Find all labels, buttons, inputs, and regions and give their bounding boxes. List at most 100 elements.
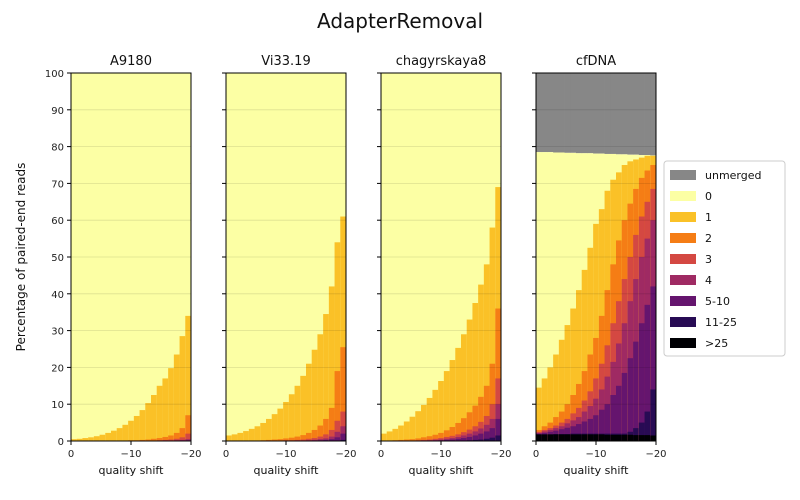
area-0-segment (328, 73, 335, 441)
area-5-10-segment (604, 404, 611, 441)
area-1-segment (76, 438, 83, 441)
area-2-segment (328, 407, 335, 441)
panel-title: Vi33.19 (261, 54, 310, 69)
area-0-segment (317, 73, 324, 441)
area-1-segment (139, 410, 146, 441)
area-0-segment (300, 73, 307, 441)
area-unmerged-segment (638, 73, 645, 156)
legend-swatch (670, 191, 696, 201)
area-unmerged-segment (644, 73, 651, 156)
area-0-segment (271, 73, 278, 441)
x-axis-label: quality shift (409, 464, 475, 477)
area-0-segment (381, 73, 388, 441)
area-0-segment (403, 73, 410, 441)
area-1-segment (581, 269, 588, 441)
area-1-segment (415, 411, 422, 441)
area-5-10-segment (466, 436, 473, 441)
area-unmerged-segment (616, 73, 623, 155)
area-0-segment (266, 73, 273, 441)
area-2-segment (300, 435, 307, 441)
area-1-segment (88, 437, 95, 441)
area-0-segment (277, 73, 284, 441)
area-5-10-segment (455, 438, 462, 441)
area-3-segment (185, 433, 192, 441)
area-0-segment (432, 73, 439, 441)
legend-swatch (670, 170, 696, 180)
area-5-10-segment (616, 385, 623, 441)
area-unmerged-segment (553, 73, 560, 153)
area-1-segment (489, 227, 496, 441)
area-1-segment (317, 334, 324, 441)
area-0-segment (243, 73, 250, 441)
area-2-segment (483, 385, 490, 441)
area-1-segment (237, 432, 244, 441)
area-11-25-segment (472, 439, 479, 441)
area-unmerged-segment (610, 73, 617, 154)
area-3-segment (300, 439, 307, 441)
area-4-segment (185, 439, 192, 441)
area-0-segment (564, 152, 571, 441)
area-gt25-segment (576, 434, 583, 441)
legend-label: 4 (705, 274, 712, 287)
area-1-segment (271, 414, 278, 441)
area-0-segment (226, 73, 233, 441)
area-gt25-segment (558, 434, 565, 441)
area-gt25-segment (604, 434, 611, 441)
area-0-segment (478, 73, 485, 441)
area-0-segment (237, 73, 244, 441)
area-1-segment (133, 415, 140, 441)
area-1-segment (478, 284, 485, 441)
area-1-segment (243, 431, 250, 441)
area-1-segment (306, 363, 313, 441)
area-1-segment (288, 394, 295, 441)
area-5-10-segment (644, 304, 651, 441)
area-11-25-segment (633, 428, 640, 441)
area-0-segment (570, 152, 577, 441)
x-tick-label: −20 (490, 449, 511, 460)
area-unmerged-segment (621, 73, 628, 155)
area-5-10-segment (489, 428, 496, 441)
area-1-segment (593, 223, 600, 441)
x-tick-label: 0 (68, 449, 74, 460)
area-2-segment (271, 439, 278, 441)
area-1-segment (105, 432, 112, 441)
legend-entry: 5-10 (670, 295, 730, 308)
area-1-segment (449, 360, 456, 441)
x-tick-label: −20 (180, 449, 201, 460)
area-3-segment (306, 438, 313, 441)
area-gt25-segment (564, 434, 571, 441)
area-2-segment (421, 437, 428, 441)
area-1-segment (185, 315, 192, 441)
area-3-segment (317, 436, 324, 441)
area-gt25-segment (536, 434, 543, 441)
legend-label: unmerged (705, 169, 762, 182)
area-0-segment (547, 152, 554, 441)
area-5-10-segment (638, 323, 645, 441)
legend-swatch (670, 338, 696, 348)
x-tick-label: −10 (585, 449, 606, 460)
area-2-segment (139, 439, 146, 441)
area-5-10-segment (576, 424, 583, 441)
area-1-segment (570, 308, 577, 441)
legend-swatch (670, 254, 696, 264)
area-3-segment (173, 438, 180, 441)
area-gt25-segment (570, 434, 577, 441)
area-3-segment (311, 438, 318, 441)
area-5-10-segment (478, 433, 485, 441)
area-2-segment (151, 438, 158, 441)
x-tick-label: −20 (645, 449, 666, 460)
area-3-segment (294, 439, 301, 441)
area-1-segment (547, 367, 554, 441)
area-1-segment (99, 434, 106, 441)
area-gt25-segment (593, 434, 600, 441)
area-2-segment (173, 432, 180, 441)
area-unmerged-segment (633, 73, 640, 155)
area-4-segment (328, 436, 335, 441)
area-2-segment (266, 439, 273, 441)
y-tick-label: 0 (58, 437, 64, 448)
x-tick-label: 0 (223, 449, 229, 460)
area-1-segment (461, 334, 468, 441)
y-axis-label: Percentage of paired-end reads (14, 163, 28, 352)
area-2-segment (409, 439, 416, 441)
area-gt25-segment (638, 435, 645, 441)
